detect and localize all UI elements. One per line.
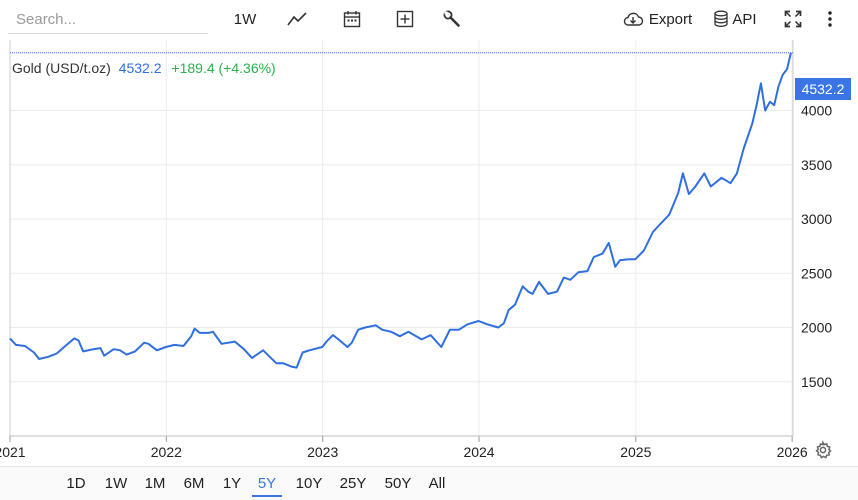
chart-tools-button[interactable] [438,6,466,32]
x-tick-label: 2024 [463,444,494,460]
series-name: Gold (USD/t.oz) [12,60,111,76]
range-button-1m[interactable]: 1M [144,475,166,492]
cloud-download-icon [622,11,644,27]
chart-axes [9,40,794,442]
line-chart-icon [286,11,308,27]
chart-settings-button[interactable] [813,440,833,460]
export-label: Export [648,10,693,28]
api-label: API [732,10,757,28]
add-indicator-button[interactable] [391,6,419,32]
calendar-icon [342,9,362,29]
x-tick-label: 2026 [777,444,808,460]
add-box-icon [395,9,415,29]
series-change: +189.4 (+4.36%) [171,60,276,76]
range-selector: 1D 1W 1M 6M 1Y 5Y 10Y 25Y 50Y All [0,466,858,500]
chart-type-button[interactable] [283,6,311,32]
range-button-1y[interactable]: 1Y [222,475,242,492]
range-button-50y[interactable]: 50Y [384,475,412,492]
search-input[interactable] [8,6,208,34]
y-tick-label: 2000 [801,320,832,336]
fullscreen-button[interactable] [781,6,805,32]
interval-button[interactable]: 1W [228,6,262,32]
y-tick-label: 3500 [801,157,832,173]
x-tick-label: 2025 [620,444,651,460]
range-button-5y[interactable]: 5Y [252,473,282,497]
wrench-icon [442,9,462,29]
series-legend: Gold (USD/t.oz) 4532.2 +189.4 (+4.36%) [12,60,276,76]
y-tick-label: 1500 [801,374,832,390]
range-button-10y[interactable]: 10Y [295,475,323,492]
series-value: 4532.2 [118,60,162,76]
range-button-1d[interactable]: 1D [66,475,86,492]
more-vertical-icon [827,10,833,28]
x-tick-label: 2021 [0,444,26,460]
gear-icon [813,440,833,464]
y-tick-label: 4000 [801,103,832,119]
api-button[interactable]: API [710,6,760,32]
export-button[interactable]: Export [620,6,694,32]
range-button-1w[interactable]: 1W [104,475,128,492]
range-button-6m[interactable]: 6M [183,475,205,492]
x-axis-labels: 2021 2022 2023 2024 2025 2026 [0,444,808,460]
x-tick-label: 2022 [151,444,182,460]
range-button-25y[interactable]: 25Y [339,475,367,492]
x-tick-label: 2023 [307,444,338,460]
database-icon [713,10,729,28]
date-range-button[interactable] [338,6,366,32]
last-price-tag: 4532.2 [795,78,851,100]
chart-grid [9,40,793,436]
chart-toolbar: 1W [0,0,858,40]
more-options-button[interactable] [820,6,840,32]
interval-label: 1W [233,10,257,28]
y-tick-label: 2500 [801,265,832,281]
range-button-all[interactable]: All [428,475,446,492]
y-axis-labels: 1500 2000 2500 3000 3500 4000 [801,103,832,390]
fullscreen-icon [784,10,802,28]
y-tick-label: 3000 [801,211,832,227]
gold-price-line [9,52,792,369]
